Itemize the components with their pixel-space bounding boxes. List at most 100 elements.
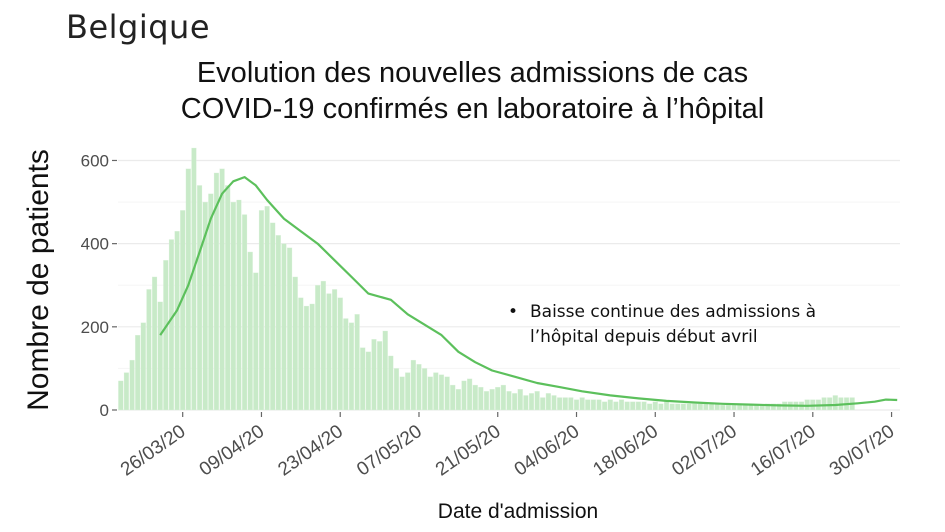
bar: [298, 297, 304, 411]
bar: [821, 397, 827, 411]
bar: [163, 260, 169, 411]
bar: [692, 403, 698, 411]
x-tick-label: 16/07/20: [747, 421, 820, 481]
bar: [573, 399, 580, 411]
bar: [236, 199, 242, 411]
bar: [292, 276, 298, 411]
bar: [253, 272, 259, 411]
bar: [776, 403, 782, 411]
bar: [202, 201, 208, 411]
bar: [140, 322, 146, 411]
bar: [523, 395, 529, 411]
bar: [489, 389, 495, 411]
bar: [360, 347, 366, 411]
bar: [438, 374, 445, 411]
y-tick-label: 200: [81, 318, 109, 337]
bar: [129, 359, 135, 411]
bar: [602, 401, 608, 411]
bar: [287, 247, 293, 411]
bar: [765, 403, 771, 411]
chart-title: Evolution des nouvelles admissions de ca…: [0, 55, 945, 127]
bar-layer: [118, 147, 855, 411]
bar: [697, 403, 703, 411]
bar: [377, 341, 383, 411]
bar: [675, 403, 681, 411]
bar: [500, 384, 506, 411]
line-layer: [159, 176, 898, 407]
bar: [455, 389, 461, 411]
bar: [213, 172, 220, 411]
bar: [230, 201, 236, 411]
bar: [180, 210, 186, 411]
bar: [467, 378, 473, 411]
x-tick-label: 09/04/20: [196, 421, 269, 481]
bar: [348, 322, 355, 411]
bar: [146, 289, 152, 411]
bar: [827, 397, 833, 411]
bar: [478, 386, 484, 411]
bar: [630, 401, 636, 411]
bar: [737, 404, 743, 411]
bar: [270, 222, 276, 411]
x-tick-label: 04/06/20: [511, 421, 584, 481]
x-tick-label: 26/03/20: [117, 421, 190, 481]
y-tick-label: 0: [100, 401, 109, 420]
bar: [562, 397, 568, 411]
bar: [461, 380, 467, 411]
bar: [303, 305, 310, 411]
bar: [551, 395, 557, 411]
bar: [405, 372, 411, 411]
bar: [382, 330, 388, 411]
bar: [354, 314, 360, 411]
bar: [618, 399, 625, 411]
bar: [427, 376, 433, 411]
bar: [686, 403, 692, 411]
bar: [720, 404, 726, 411]
bar: [663, 401, 670, 411]
bar: [332, 289, 338, 411]
bar: [832, 395, 838, 411]
chart-title-line-2: COVID-19 confirmés en laboratoire à l’hô…: [180, 93, 765, 125]
bar: [320, 280, 326, 411]
bar: [596, 399, 602, 411]
bar: [191, 147, 197, 411]
bar: [393, 368, 400, 411]
bar: [534, 391, 540, 411]
bar: [388, 355, 394, 411]
x-tick-label: 30/07/20: [826, 421, 899, 481]
bar: [450, 384, 456, 411]
bar: [444, 376, 450, 411]
slide-label: Belgique: [66, 8, 211, 46]
bar: [658, 403, 664, 411]
trend-line: [159, 176, 898, 407]
bar: [725, 404, 731, 411]
bar: [731, 404, 737, 411]
bar: [433, 372, 439, 411]
bar: [174, 231, 180, 411]
bar: [247, 251, 253, 411]
bar: [118, 380, 124, 411]
bar: [157, 301, 163, 411]
bar: [208, 193, 214, 411]
bar: [343, 318, 349, 411]
bar: [416, 364, 422, 411]
bar: [472, 384, 478, 411]
bar: [315, 285, 321, 411]
chart-title-line-1: Evolution des nouvelles admissions de ca…: [196, 57, 749, 89]
bar: [495, 386, 501, 411]
bar: [641, 401, 647, 411]
bar: [135, 334, 141, 411]
bar: [607, 399, 613, 411]
bar: [613, 401, 619, 411]
bar: [506, 391, 512, 411]
bar: [742, 404, 748, 411]
bar: [669, 403, 675, 411]
bar: [748, 404, 754, 411]
y-axis-title: Nombre de patients: [22, 149, 55, 411]
x-tick-label: 18/06/20: [590, 421, 663, 481]
bar: [258, 210, 265, 411]
bar: [703, 403, 709, 411]
bar: [242, 214, 248, 411]
bar: [123, 372, 130, 411]
bar: [624, 401, 630, 411]
